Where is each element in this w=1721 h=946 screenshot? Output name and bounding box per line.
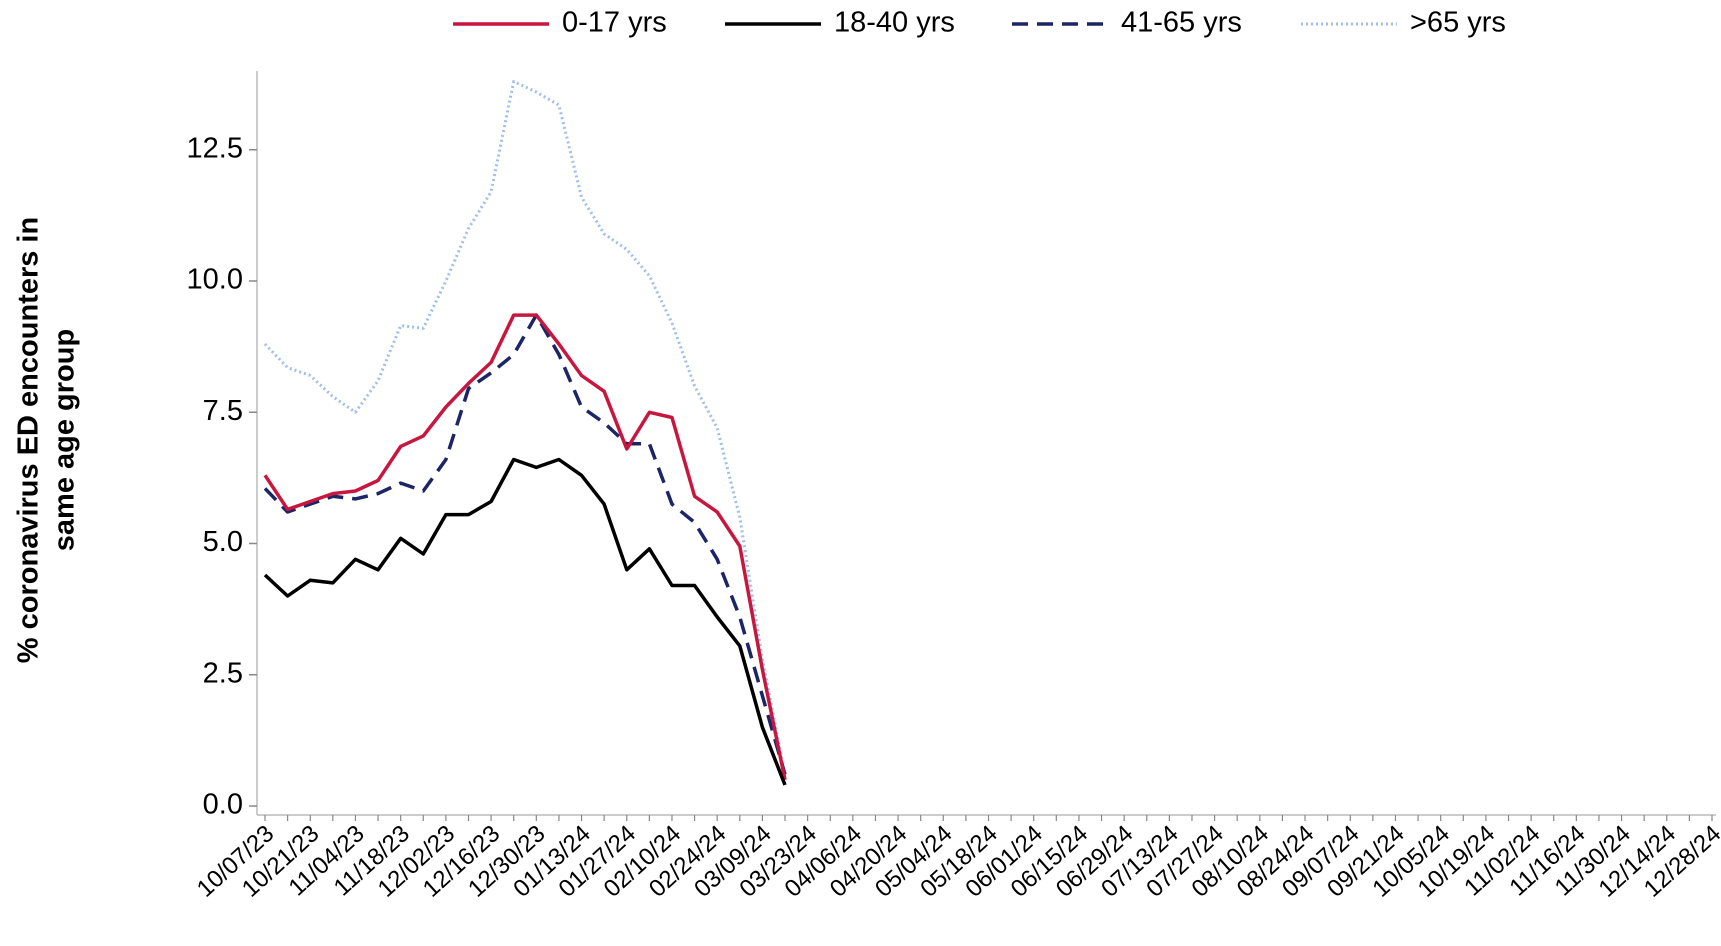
y-tick-label: 5.0 xyxy=(203,526,243,558)
y-tick-label: 10.0 xyxy=(187,264,243,296)
legend-label: >65 yrs xyxy=(1410,7,1506,39)
y-tick-label: 12.5 xyxy=(187,132,243,164)
y-axis-title-line: same age group xyxy=(49,329,81,551)
legend-label: 41-65 yrs xyxy=(1121,7,1242,39)
legend-label: 0-17 yrs xyxy=(562,7,667,39)
y-tick-label: 7.5 xyxy=(203,395,243,427)
series-line xyxy=(263,313,787,781)
series-line xyxy=(263,457,787,786)
series-line xyxy=(263,80,787,775)
series-line xyxy=(263,313,787,775)
y-tick-label: 0.0 xyxy=(203,789,243,821)
y-axis-title: % coronavirus ED encounters in same age … xyxy=(13,217,81,663)
legend-label: 18-40 yrs xyxy=(834,7,955,39)
y-axis-title-line: % coronavirus ED encounters in xyxy=(13,217,45,663)
y-tick-label: 2.5 xyxy=(203,657,243,689)
